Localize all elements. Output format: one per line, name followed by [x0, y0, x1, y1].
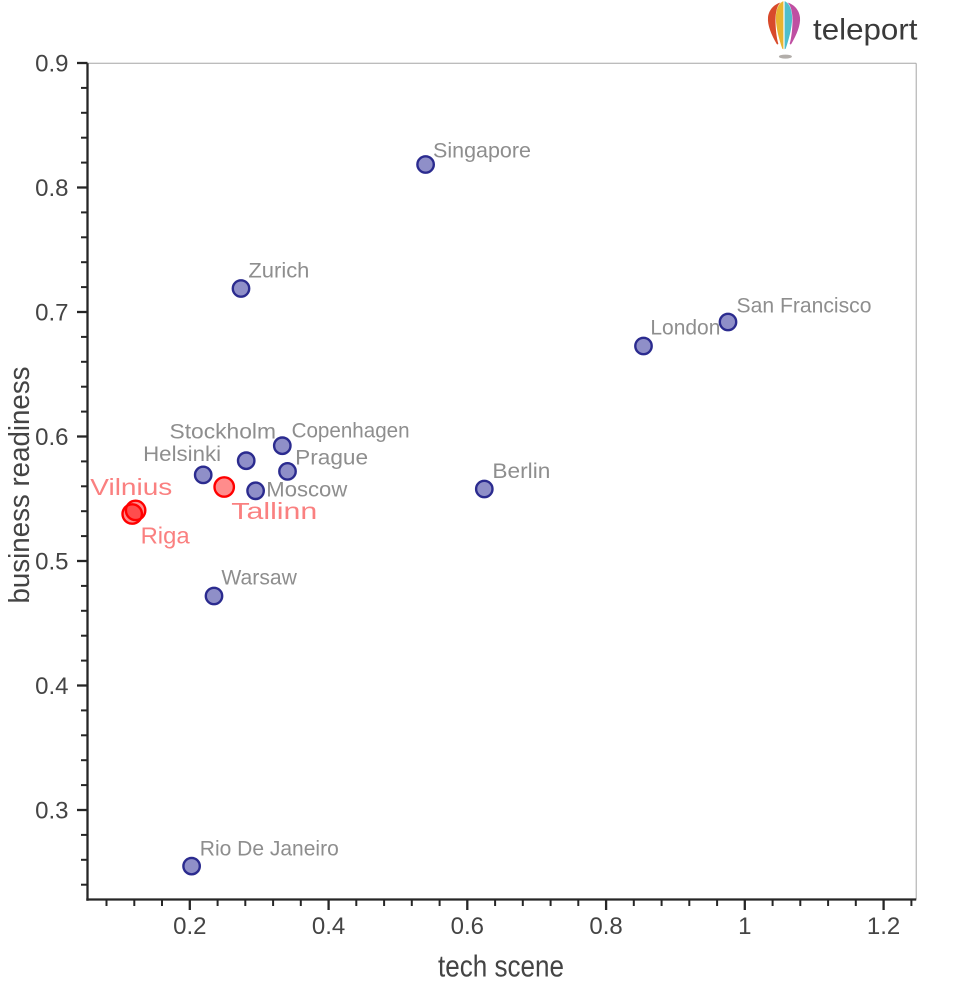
- svg-text:Rio De Janeiro: Rio De Janeiro: [200, 838, 339, 861]
- svg-text:Berlin: Berlin: [492, 460, 550, 483]
- svg-text:0.6: 0.6: [35, 424, 68, 451]
- svg-text:0.8: 0.8: [589, 913, 622, 940]
- svg-text:0.2: 0.2: [173, 913, 206, 940]
- svg-text:1: 1: [738, 913, 751, 940]
- svg-text:0.4: 0.4: [312, 913, 345, 940]
- svg-text:Helsinki: Helsinki: [143, 443, 221, 466]
- svg-text:tech scene: tech scene: [438, 948, 564, 983]
- svg-text:Zurich: Zurich: [248, 260, 309, 283]
- svg-text:0.4: 0.4: [35, 673, 68, 700]
- svg-text:0.3: 0.3: [35, 798, 68, 825]
- svg-text:1.2: 1.2: [867, 913, 900, 940]
- svg-text:Tallinn: Tallinn: [231, 498, 317, 524]
- svg-text:San Francisco: San Francisco: [737, 295, 872, 318]
- svg-text:0.8: 0.8: [35, 175, 68, 202]
- svg-text:0.9: 0.9: [35, 51, 68, 78]
- svg-text:Prague: Prague: [295, 447, 368, 470]
- svg-text:Riga: Riga: [141, 522, 191, 548]
- svg-text:Vilnius: Vilnius: [90, 474, 172, 500]
- svg-text:Stockholm: Stockholm: [170, 421, 277, 444]
- svg-text:Singapore: Singapore: [433, 140, 531, 163]
- svg-text:Warsaw: Warsaw: [221, 567, 297, 590]
- svg-text:0.6: 0.6: [451, 913, 484, 940]
- svg-text:Copenhagen: Copenhagen: [292, 420, 410, 443]
- svg-text:business readiness: business readiness: [4, 366, 36, 603]
- svg-text:teleport: teleport: [813, 14, 918, 47]
- svg-text:0.5: 0.5: [35, 549, 68, 576]
- svg-text:0.7: 0.7: [35, 300, 68, 327]
- svg-text:London: London: [650, 317, 720, 340]
- svg-text:Moscow: Moscow: [266, 479, 348, 502]
